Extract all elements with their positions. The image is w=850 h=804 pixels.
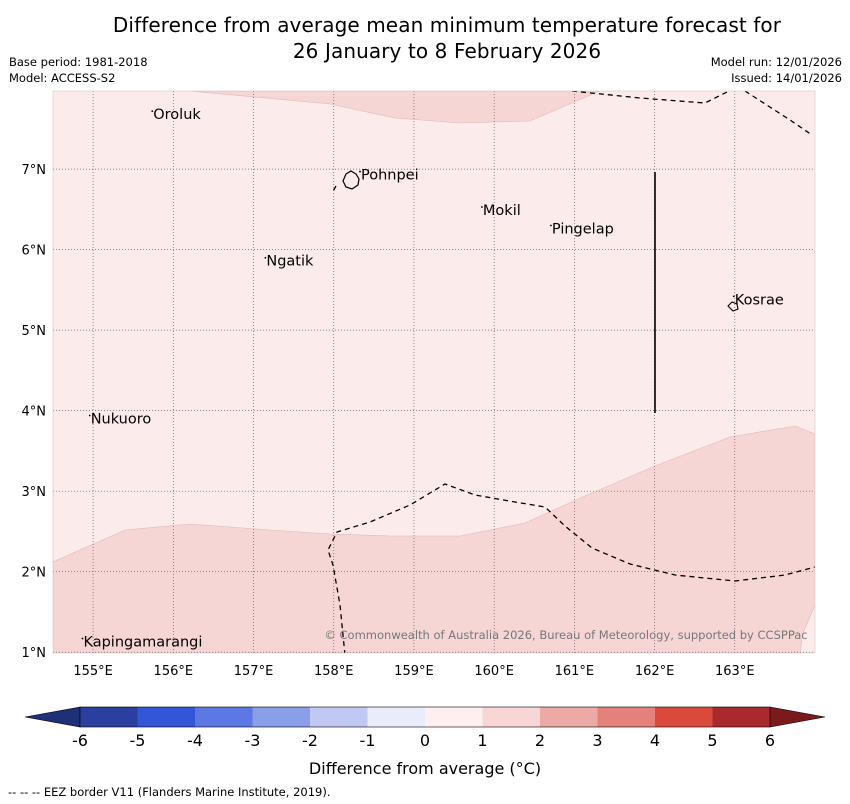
colorbar-swatch — [425, 707, 483, 727]
lon-tick-label: 157°E — [234, 664, 274, 679]
colorbar-tick-label: 2 — [535, 731, 545, 750]
lon-tick-label: 156°E — [154, 664, 194, 679]
island-marker — [88, 414, 91, 417]
lon-tick-label: 162°E — [635, 664, 675, 679]
colorbar-swatch — [655, 707, 713, 727]
model-name: Model: ACCESS-S2 — [9, 71, 116, 85]
colorbar: -6 -5 -4 -3 -2 -1 0 1 2 3 4 5 6 — [24, 706, 826, 750]
base-period: Base period: 1981-2018 — [9, 55, 148, 69]
colorbar-over-arrow — [769, 706, 826, 728]
place-label-kosrae: Kosrae — [735, 292, 784, 308]
place-label-kapingamarangi: Kapingamarangi — [83, 635, 202, 651]
lon-tick-label: 159°E — [394, 664, 434, 679]
colorbar-swatch — [195, 707, 253, 727]
axis-labels: 155°E 156°E 157°E 158°E 159°E 160°E 161°E 162°E… — [22, 163, 755, 679]
colorbar-swatch — [137, 707, 196, 727]
colorbar-tick-label: 5 — [707, 731, 717, 750]
place-label-mokil: Mokil — [483, 203, 521, 219]
colorbar-tick-label: -5 — [130, 731, 146, 750]
colorbar-label: Difference from average (°C) — [309, 759, 541, 778]
island-marker — [732, 295, 735, 298]
colorbar-tick-label: -1 — [360, 731, 376, 750]
island-marker — [81, 637, 84, 640]
anomaly-region-north — [189, 91, 601, 124]
colorbar-swatch — [252, 707, 311, 727]
island-marker — [481, 206, 483, 208]
pohnpei-island — [342, 170, 360, 190]
lat-tick-label: 3°N — [22, 485, 47, 500]
place-labels: Oroluk Pohnpei Mokil Pingelap Ngatik Kosrae Nu… — [81, 107, 784, 651]
lon-tick-label: 160°E — [474, 664, 514, 679]
title-line-1: Difference from average mean minimum tem… — [112, 13, 782, 37]
place-label-nukuoro: Nukuoro — [91, 412, 152, 428]
colorbar-tick-label: 4 — [650, 731, 660, 750]
island-marker — [359, 170, 361, 173]
colorbar-tick-label: 3 — [592, 731, 602, 750]
place-label-pohnpei: Pohnpei — [361, 168, 419, 184]
colorbar-tick-label: -3 — [245, 731, 261, 750]
colorbar-swatch — [597, 707, 656, 727]
title-line-2: 26 January to 8 February 2026 — [292, 39, 602, 63]
lat-tick-label: 1°N — [22, 646, 47, 661]
colorbar-swatch — [482, 707, 541, 727]
colorbar-swatch — [712, 707, 771, 727]
colorbar-tick-label: -2 — [302, 731, 318, 750]
eez-border-south — [327, 483, 815, 653]
colorbar-swatch — [540, 707, 598, 727]
lon-tick-label: 155°E — [73, 664, 113, 679]
place-label-ngatik: Ngatik — [266, 254, 314, 270]
colorbar-swatch — [310, 707, 368, 727]
eez-border-north — [571, 91, 731, 104]
place-label-oroluk: Oroluk — [153, 107, 201, 123]
place-label-pingelap: Pingelap — [552, 222, 614, 238]
meta-left: Base period: 1981-2018 Model: ACCESS-S2 — [9, 54, 148, 86]
colorbar-under-arrow — [24, 706, 81, 728]
island-marker — [264, 256, 267, 259]
copyright-text: © Commonwealth of Australia 2026, Bureau… — [324, 628, 807, 642]
colorbar-tick-label: 0 — [420, 731, 430, 750]
plot-frame — [52, 90, 816, 654]
footnote: -- -- -- EEZ border V11 (Flanders Marine… — [8, 785, 331, 799]
colorbar-tick-label: 1 — [477, 731, 487, 750]
colorbar-tick-label: 6 — [765, 731, 775, 750]
colorbar-swatch — [80, 707, 138, 727]
colorbar-swatch — [367, 707, 426, 727]
lat-tick-label: 5°N — [22, 324, 47, 339]
lat-tick-label: 4°N — [22, 405, 47, 420]
kosrae-island — [727, 301, 739, 312]
island-marker — [550, 224, 552, 227]
lat-tick-label: 2°N — [22, 566, 47, 581]
colorbar-tick-label: -6 — [72, 731, 88, 750]
meta-right: Model run: 12/01/2026 Issued: 14/01/2026 — [711, 54, 842, 86]
eez-border-fragment — [331, 185, 337, 194]
map-title: Difference from average mean minimum tem… — [0, 12, 850, 64]
colorbar-tick-label: -4 — [187, 731, 203, 750]
anomaly-region-south — [53, 425, 815, 653]
lon-tick-label: 163°E — [715, 664, 755, 679]
graticule — [53, 91, 815, 653]
issued-date: Issued: 14/01/2026 — [731, 71, 842, 85]
colorbar-frame — [79, 706, 771, 728]
lon-tick-label: 158°E — [314, 664, 354, 679]
lat-tick-label: 6°N — [22, 244, 47, 259]
lat-tick-label: 7°N — [22, 163, 47, 178]
model-run: Model run: 12/01/2026 — [710, 55, 842, 69]
lon-tick-label: 161°E — [555, 664, 595, 679]
island-marker — [151, 110, 154, 113]
